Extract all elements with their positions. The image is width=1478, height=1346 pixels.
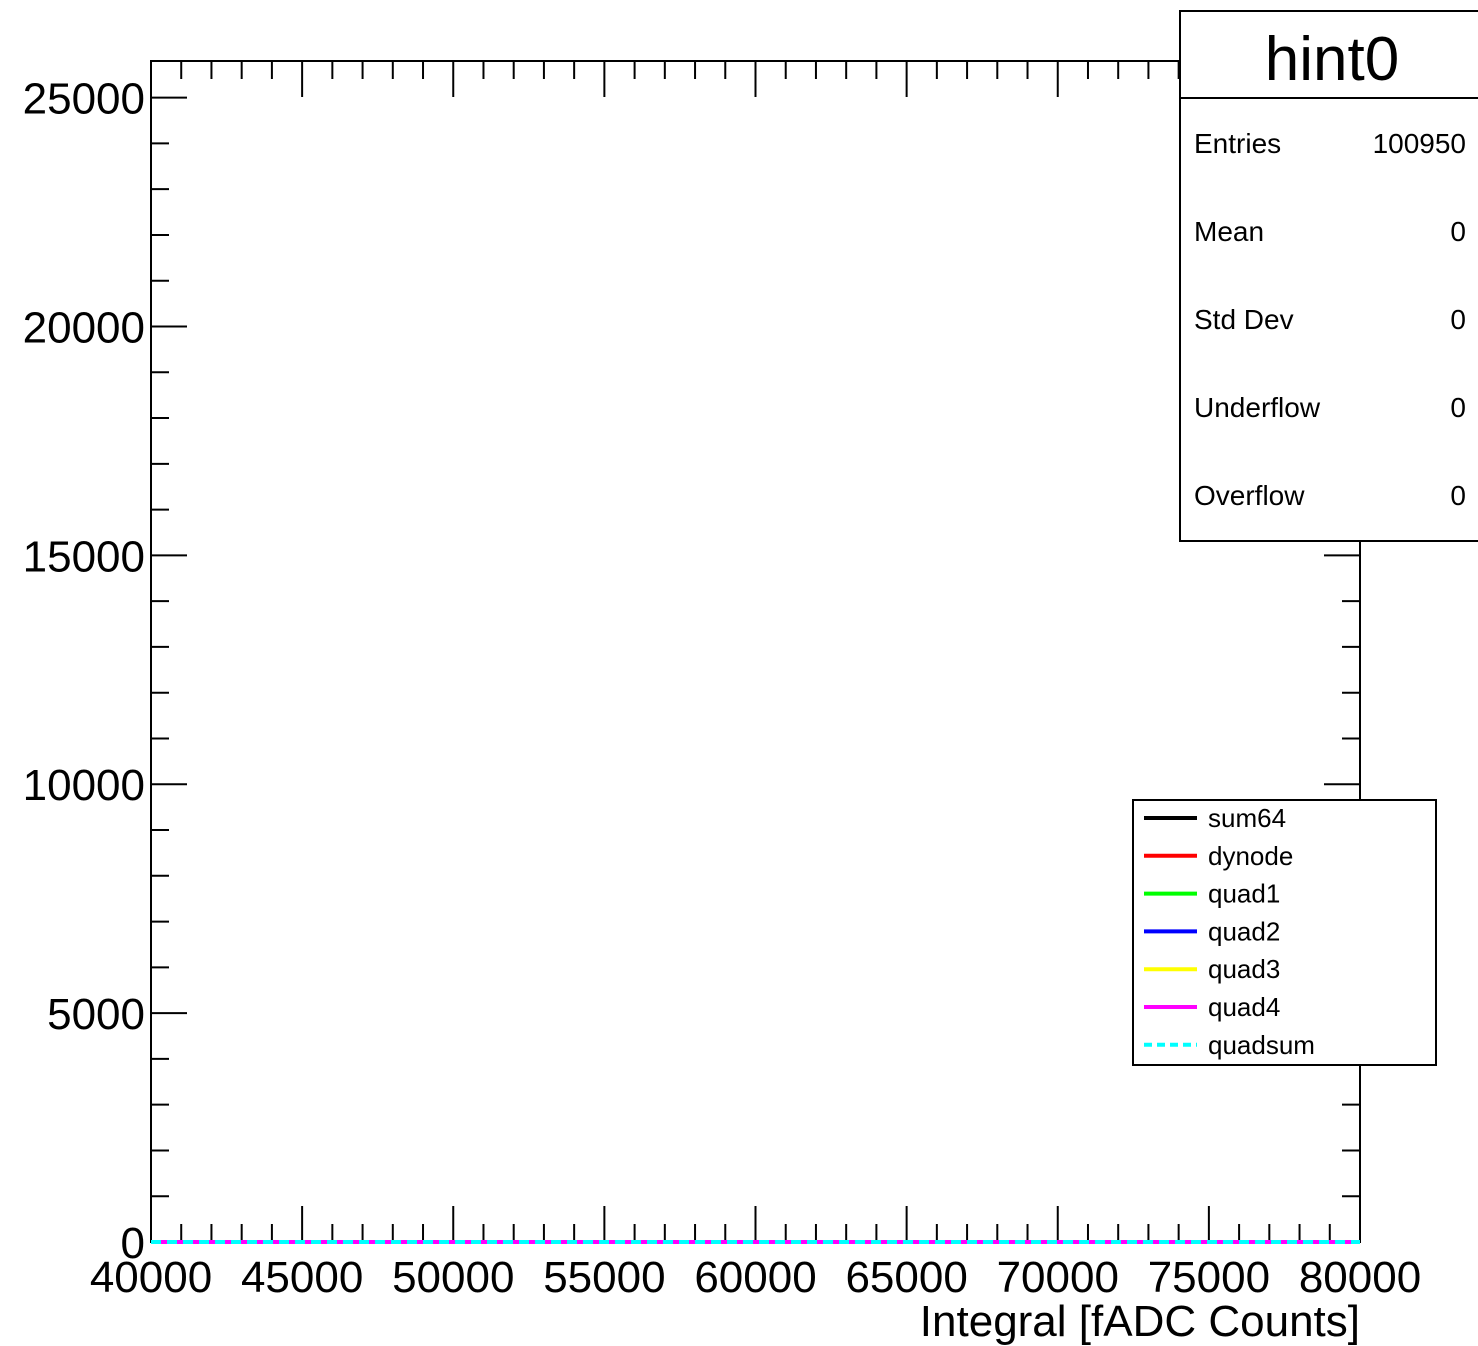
stats-title: hint0 — [1265, 25, 1399, 94]
y-tick-label: 10000 — [23, 761, 145, 810]
x-tick-label: 65000 — [845, 1253, 967, 1302]
legend-label: dynode — [1208, 841, 1293, 871]
x-tick-label: 45000 — [241, 1253, 363, 1302]
y-tick-label: 15000 — [23, 532, 145, 581]
legend: sum64 dynode quad1 quad2 quad3 quad4 quadsum — [1132, 799, 1437, 1066]
stats-value: 0 — [1450, 480, 1466, 511]
stats-label: Std Dev — [1194, 304, 1294, 335]
legend-label: quad1 — [1208, 879, 1280, 909]
stats-value: 0 — [1450, 304, 1466, 335]
x-tick-label: 40000 — [90, 1253, 212, 1302]
x-tick-label: 75000 — [1148, 1253, 1270, 1302]
stats-box-frame — [1179, 10, 1478, 542]
y-tick-label: 25000 — [23, 75, 145, 124]
stats-value: 0 — [1450, 216, 1466, 247]
legend-label: sum64 — [1208, 803, 1286, 833]
legend-label: quad4 — [1208, 992, 1280, 1022]
y-tick-label: 5000 — [47, 990, 145, 1039]
x-tick-label: 55000 — [543, 1253, 665, 1302]
stats-label: Underflow — [1194, 392, 1321, 423]
stats-label: Mean — [1194, 216, 1264, 247]
x-tick-label: 70000 — [997, 1253, 1119, 1302]
legend-label: quad2 — [1208, 916, 1280, 946]
stats-value: 100950 — [1373, 128, 1466, 159]
x-tick-label: 50000 — [392, 1253, 514, 1302]
stats-box: hint0 Entries 100950 Mean 0 Std Dev 0 Underflow… — [1179, 10, 1478, 542]
legend-label: quadsum — [1208, 1030, 1315, 1060]
x-tick-label: 60000 — [694, 1253, 816, 1302]
stats-label: Overflow — [1194, 480, 1305, 511]
y-tick-label: 20000 — [23, 303, 145, 352]
stats-label: Entries — [1194, 128, 1281, 159]
y-tick-label: 0 — [121, 1219, 145, 1268]
x-tick-label: 80000 — [1299, 1253, 1421, 1302]
legend-label: quad3 — [1208, 954, 1280, 984]
x-axis-title: Integral [fADC Counts] — [920, 1297, 1360, 1346]
stats-value: 0 — [1450, 392, 1466, 423]
axes: 40000 45000 50000 55000 60000 65000 70000 75000… — [23, 60, 1421, 1346]
